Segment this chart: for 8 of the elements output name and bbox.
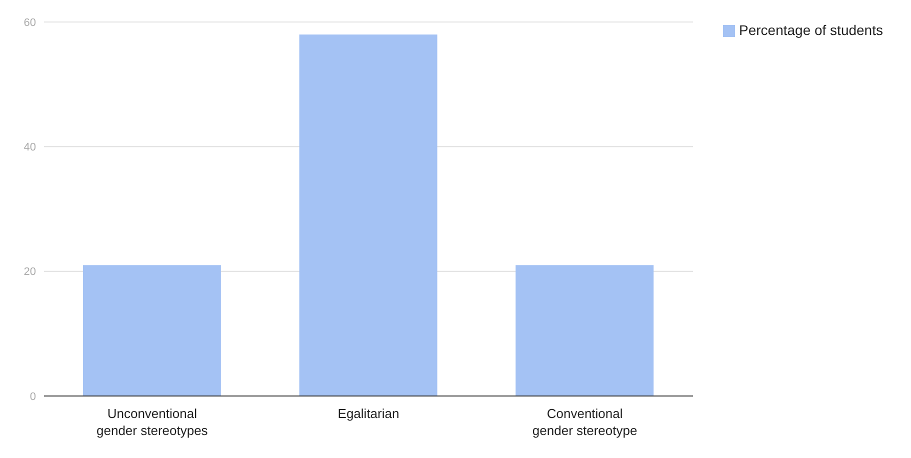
y-tick-label: 40 [24,142,36,154]
y-tick-label: 0 [30,390,36,403]
x-tick-label: Unconventional gender stereotypes [96,406,208,438]
legend-label: Percentage of students [739,22,883,38]
x-tick-label: Egalitarian [338,406,400,421]
x-tick-label: Conventional gender stereotype [532,406,638,438]
y-tick-label: 60 [24,16,36,29]
y-tick-label: 20 [24,266,36,278]
